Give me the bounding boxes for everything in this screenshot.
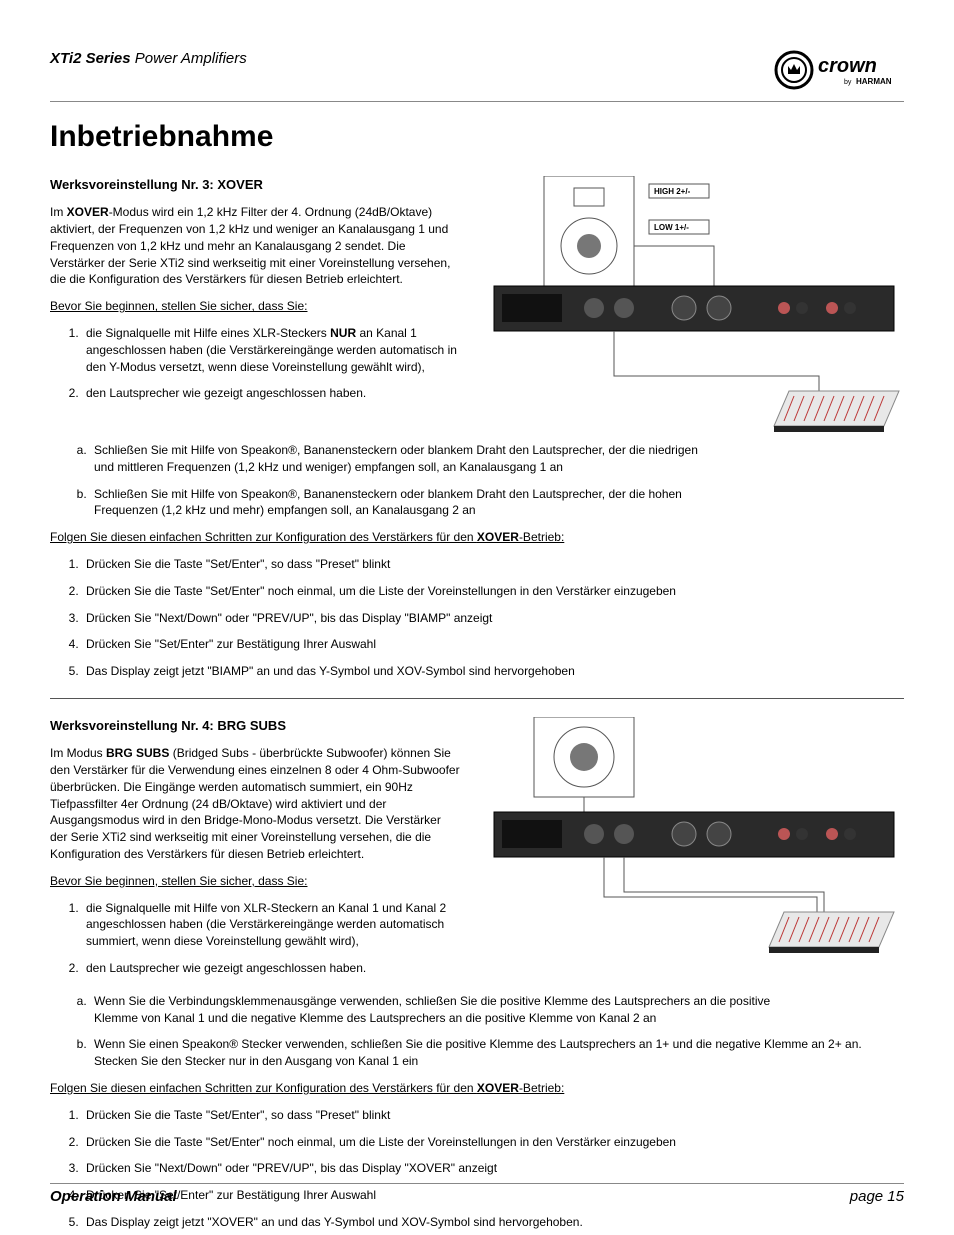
list-item: die Signalquelle mit Hilfe eines XLR-Ste… bbox=[82, 325, 464, 375]
series-bold: XTi2 Series bbox=[50, 50, 131, 67]
list-item: Drücken Sie die Taste "Set/Enter", so da… bbox=[82, 556, 904, 573]
section4-steps: Drücken Sie die Taste "Set/Enter", so da… bbox=[50, 1107, 904, 1231]
section4-before-list: die Signalquelle mit Hilfe von XLR-Steck… bbox=[50, 900, 464, 977]
section3-heading: Werksvoreinstellung Nr. 3: XOVER bbox=[50, 176, 464, 194]
crown-logo-icon: crown by HARMAN bbox=[774, 50, 904, 92]
list-item: die Signalquelle mit Hilfe von XLR-Steck… bbox=[82, 900, 464, 950]
list-item: den Lautsprecher wie gezeigt angeschloss… bbox=[82, 960, 464, 977]
section4-diagram bbox=[484, 717, 904, 957]
section4-before-heading: Bevor Sie beginnen, stellen Sie sicher, … bbox=[50, 873, 464, 890]
section3-before-list: die Signalquelle mit Hilfe eines XLR-Ste… bbox=[50, 325, 464, 402]
series-title: XTi2 Series Power Amplifiers bbox=[50, 50, 247, 67]
section-brgsubs: Werksvoreinstellung Nr. 4: BRG SUBS Im M… bbox=[50, 717, 904, 1231]
section3-follow-heading: Folgen Sie diesen einfachen Schritten zu… bbox=[50, 529, 904, 546]
list-item: Wenn Sie einen Speakon® Stecker verwende… bbox=[90, 1036, 904, 1070]
list-item: Drücken Sie "Next/Down" oder "PREV/UP", … bbox=[82, 610, 904, 627]
section4-sublist: Wenn Sie die Verbindungsklemmenausgänge … bbox=[50, 993, 904, 1070]
section-divider bbox=[50, 698, 904, 699]
svg-text:HIGH 2+/-: HIGH 2+/- bbox=[654, 187, 691, 196]
page-header: XTi2 Series Power Amplifiers crown by HA… bbox=[50, 50, 904, 102]
svg-text:by: by bbox=[844, 79, 852, 86]
svg-text:LOW 1+/-: LOW 1+/- bbox=[654, 223, 689, 232]
section3-diagram: HIGH 2+/- LOW 1+/- bbox=[484, 176, 904, 436]
list-item: Drücken Sie die Taste "Set/Enter", so da… bbox=[82, 1107, 904, 1124]
section3-intro: Im XOVER-Modus wird ein 1,2 kHz Filter d… bbox=[50, 204, 460, 288]
series-light: Power Amplifiers bbox=[131, 50, 247, 67]
list-item: den Lautsprecher wie gezeigt angeschloss… bbox=[82, 385, 464, 402]
xover-wiring-diagram: HIGH 2+/- LOW 1+/- bbox=[484, 176, 904, 436]
list-item: Drücken Sie "Set/Enter" zur Bestätigung … bbox=[82, 636, 904, 653]
list-item: Schließen Sie mit Hilfe von Speakon®, Ba… bbox=[90, 442, 720, 476]
svg-text:HARMAN: HARMAN bbox=[856, 77, 892, 86]
list-item: Das Display zeigt jetzt "XOVER" an und d… bbox=[82, 1214, 904, 1231]
section-xover: Werksvoreinstellung Nr. 3: XOVER Im XOVE… bbox=[50, 176, 904, 680]
page-title: Inbetriebnahme bbox=[50, 120, 904, 154]
section4-intro: Im Modus BRG SUBS (Bridged Subs - überbr… bbox=[50, 745, 460, 863]
svg-text:crown: crown bbox=[818, 55, 877, 77]
section3-before-heading: Bevor Sie beginnen, stellen Sie sicher, … bbox=[50, 298, 464, 315]
list-item: Wenn Sie die Verbindungsklemmenausgänge … bbox=[90, 993, 810, 1027]
section4-heading: Werksvoreinstellung Nr. 4: BRG SUBS bbox=[50, 717, 464, 735]
list-item: Drücken Sie "Next/Down" oder "PREV/UP", … bbox=[82, 1160, 904, 1177]
list-item: Das Display zeigt jetzt "BIAMP" an und d… bbox=[82, 663, 904, 680]
section3-sublist: Schließen Sie mit Hilfe von Speakon®, Ba… bbox=[50, 442, 904, 519]
brand-logo: crown by HARMAN bbox=[774, 50, 904, 97]
page-footer: Operation Manual page 15 bbox=[50, 1183, 904, 1205]
section3-steps: Drücken Sie die Taste "Set/Enter", so da… bbox=[50, 556, 904, 680]
footer-right: page 15 bbox=[850, 1188, 904, 1205]
section4-follow-heading: Folgen Sie diesen einfachen Schritten zu… bbox=[50, 1080, 904, 1097]
brgsubs-wiring-diagram bbox=[484, 717, 904, 957]
list-item: Drücken Sie die Taste "Set/Enter" noch e… bbox=[82, 583, 904, 600]
footer-left: Operation Manual bbox=[50, 1188, 177, 1205]
list-item: Drücken Sie die Taste "Set/Enter" noch e… bbox=[82, 1134, 904, 1151]
list-item: Schließen Sie mit Hilfe von Speakon®, Ba… bbox=[90, 486, 690, 520]
